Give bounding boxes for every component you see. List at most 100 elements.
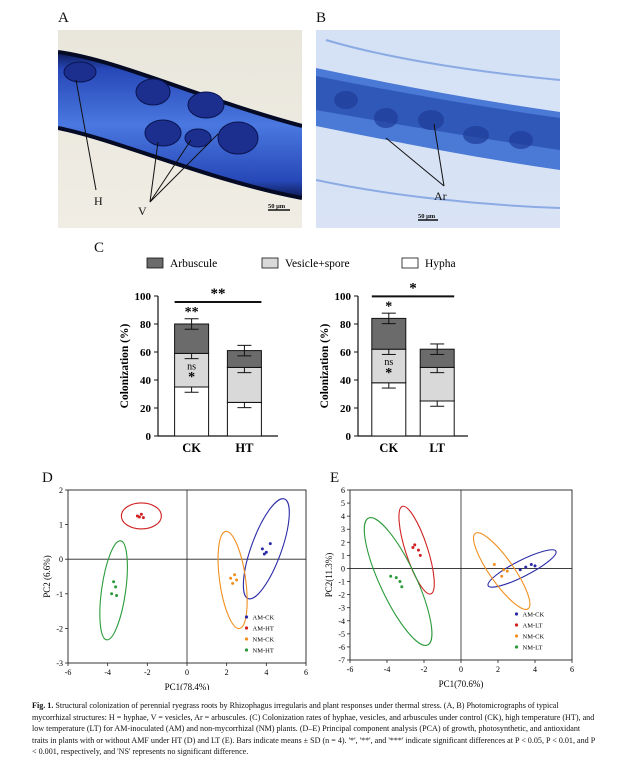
data-point: [416, 548, 420, 552]
data-point: [500, 574, 504, 578]
legend-marker: [514, 612, 519, 616]
x-tick-label: 0: [459, 665, 463, 674]
data-point: [231, 581, 235, 585]
x-tick-label: -6: [65, 668, 72, 677]
label-vesicles: V: [138, 204, 147, 218]
x-tick-label: HT: [235, 441, 254, 455]
legend-label: AM-CK: [523, 612, 545, 619]
legend-marker: [244, 615, 249, 619]
panel-label-b: B: [316, 10, 327, 26]
y-tick-label: 100: [135, 291, 152, 303]
x-tick-label: -2: [421, 665, 428, 674]
y-tick-label: 3: [341, 525, 345, 534]
legend-marker: [514, 634, 519, 638]
y-tick-label: -4: [338, 617, 345, 626]
sig-vesicle: ns: [384, 357, 393, 368]
data-point: [260, 547, 264, 551]
vesicle-shape: [217, 121, 259, 155]
data-point: [268, 542, 272, 546]
sig-vesicle: ns: [187, 361, 196, 372]
root-tissue: [58, 52, 302, 198]
data-point: [418, 553, 422, 557]
legend-marker: [514, 645, 519, 649]
data-point: [413, 543, 417, 547]
vesicle-shape: [187, 91, 225, 119]
y-tick-label: -6: [338, 643, 345, 652]
x-tick-label: CK: [379, 441, 398, 455]
confidence-ellipse: [120, 502, 162, 530]
scale-label: 50 μm: [268, 203, 286, 210]
y-tick-label: 80: [340, 319, 352, 331]
data-point: [139, 512, 143, 516]
x-tick-label: CK: [182, 441, 201, 455]
bar-legend: Arbuscule Vesicle+spore Hypha: [146, 257, 456, 270]
y-tick-label: 20: [340, 403, 352, 415]
legend-marker: [244, 648, 249, 652]
data-point: [264, 550, 268, 554]
confidence-ellipse: [398, 505, 435, 595]
pca-heat-chart: -6 -4 -2 0 2 4 6 -3 -2 -1 0 1 2 PC1(78.4%) PC2 (6.6%) A…: [42, 486, 308, 690]
data-point: [233, 573, 237, 577]
bar-segment: [174, 386, 210, 437]
y-tick-label: 0: [341, 564, 345, 573]
legend-hypha: Hypha: [425, 258, 456, 270]
colonization-bar-charts: Arbuscule Vesicle+spore Hypha 0 20 40 60 80 1…: [119, 257, 468, 455]
y-tick-label: 0: [146, 431, 152, 443]
x-tick-label: 2: [225, 668, 229, 677]
y-tick-label: 1: [59, 521, 63, 530]
data-point: [115, 594, 119, 598]
data-point: [502, 568, 506, 572]
confidence-ellipse: [242, 498, 290, 600]
data-point: [262, 552, 266, 556]
y-axis-label: PC2(11.3%): [324, 553, 334, 597]
pca-cold-chart: -6 -4 -2 0 2 4 6-7-6-5-4-3-2-10123456PC1(70.6%…: [324, 486, 574, 689]
legend-label: NM-LT: [523, 645, 543, 652]
data-point: [400, 585, 404, 589]
data-point: [229, 576, 233, 580]
x-tick-label: -6: [347, 665, 354, 674]
micrograph-a: H V 50 μm: [58, 30, 302, 228]
y-tick-label: 5: [341, 499, 345, 508]
y-tick-label: 60: [140, 347, 152, 359]
data-point: [141, 516, 145, 520]
confidence-ellipse: [472, 532, 531, 610]
data-point: [394, 576, 398, 580]
sig-bracket-label: **: [211, 286, 226, 302]
data-point: [110, 592, 114, 596]
x-axis-label: PC1(70.6%): [439, 679, 484, 689]
panel-label-a: A: [58, 10, 69, 26]
data-point: [533, 564, 537, 568]
y-tick-label: -3: [338, 604, 345, 613]
sig-bracket-label: *: [409, 280, 417, 296]
panel-label-d: D: [42, 470, 53, 486]
y-tick-label: -2: [56, 624, 63, 633]
y-tick-label: 40: [140, 375, 152, 387]
x-tick-label: 6: [304, 668, 308, 677]
confidence-ellipse: [99, 540, 128, 641]
legend-label: AM-HT: [253, 626, 274, 633]
data-point: [524, 565, 528, 569]
bar-segment: [371, 382, 407, 437]
legend-marker: [514, 623, 519, 627]
x-tick-label: 2: [496, 665, 500, 674]
y-tick-label: 20: [140, 403, 152, 415]
data-point: [492, 563, 496, 567]
y-tick-label: 80: [140, 319, 152, 331]
y-axis-label: Colonization (%): [319, 324, 331, 409]
legend-arbuscule: Arbuscule: [170, 258, 217, 270]
data-point: [518, 568, 522, 572]
data-point: [398, 580, 402, 584]
label-arbuscules: Ar: [434, 189, 447, 203]
confidence-ellipse: [217, 530, 248, 630]
y-tick-label: -3: [56, 659, 63, 668]
bar-segment: [226, 366, 262, 403]
y-tick-label: 100: [335, 291, 352, 303]
y-tick-label: 0: [346, 431, 352, 443]
x-tick-label: 4: [533, 665, 537, 674]
vesicle-shape: [184, 128, 212, 148]
x-axis-label: PC1(78.4%): [165, 682, 210, 690]
y-tick-label: 0: [59, 555, 63, 564]
caption-label: Fig. 1.: [32, 701, 54, 710]
y-tick-label: 4: [341, 512, 345, 521]
micrograph-b: Ar 50 μm: [316, 30, 560, 228]
